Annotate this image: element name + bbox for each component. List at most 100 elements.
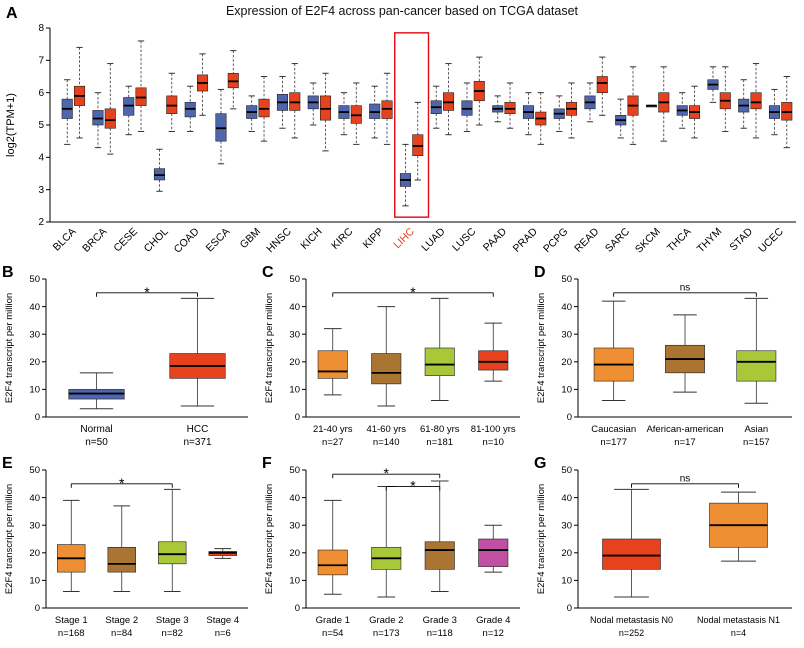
svg-text:81-100 yrs: 81-100 yrs (471, 424, 516, 435)
boxplot (184, 85, 196, 132)
svg-text:STAD: STAD (727, 225, 755, 253)
panel-E: E 0 10 20 30 40 50 E2F4 transcript per million… (0, 456, 260, 648)
boxplot (424, 297, 455, 401)
svg-text:Normal: Normal (80, 424, 112, 435)
panel-C: C 0 10 20 30 40 50 E2F4 transcript per million… (260, 265, 532, 457)
svg-text:30: 30 (29, 329, 40, 340)
svg-text:Stage 4: Stage 4 (206, 615, 239, 626)
boxplot (399, 143, 412, 207)
significance-bracket: * (385, 478, 441, 494)
panel-G-letter: G (534, 455, 547, 472)
svg-text:n=252: n=252 (619, 628, 644, 638)
boxplot (289, 63, 301, 139)
svg-text:n=118: n=118 (427, 628, 453, 639)
svg-text:n=10: n=10 (483, 437, 504, 448)
svg-text:n=17: n=17 (674, 437, 695, 448)
boxplot (371, 486, 402, 598)
boxplot (719, 66, 731, 132)
boxplot (478, 322, 509, 382)
svg-text:Stage 2: Stage 2 (105, 615, 138, 626)
svg-text:10: 10 (289, 385, 300, 396)
svg-text:n=82: n=82 (162, 628, 183, 639)
svg-text:LIHC: LIHC (391, 225, 417, 251)
svg-text:10: 10 (29, 385, 40, 396)
svg-text:50: 50 (29, 274, 40, 285)
svg-text:n=173: n=173 (373, 628, 400, 639)
panel-D: D 0 10 20 30 40 50 E2F4 transcript per million… (532, 265, 804, 457)
svg-text:40: 40 (561, 302, 572, 313)
boxplot (338, 92, 350, 136)
boxplot (215, 88, 227, 165)
svg-text:Grade 4: Grade 4 (476, 615, 510, 626)
significance-bracket: * (96, 284, 198, 300)
svg-text:4: 4 (38, 153, 44, 164)
svg-text:BLCA: BLCA (51, 226, 79, 254)
svg-text:40: 40 (289, 302, 300, 313)
svg-text:E2F4 transcript per million: E2F4 transcript per million (264, 484, 275, 594)
svg-text:ESCA: ESCA (204, 226, 233, 255)
svg-text:0: 0 (567, 412, 572, 423)
svg-text:KIPP: KIPP (361, 226, 386, 251)
boxplot (553, 95, 565, 132)
boxplot (381, 72, 393, 145)
svg-text:Asian: Asian (744, 424, 768, 435)
svg-text:E2F4 transcript per million: E2F4 transcript per million (536, 293, 547, 403)
boxplot (68, 372, 125, 410)
boxplot (492, 95, 504, 123)
svg-text:3: 3 (38, 185, 44, 196)
boxplot (768, 88, 781, 136)
svg-text:KIRC: KIRC (329, 225, 356, 252)
boxplot (227, 50, 239, 110)
boxplot (442, 63, 455, 136)
boxplot (602, 488, 661, 598)
panel-F: F 0 10 20 30 40 50 E2F4 transcript per million… (260, 456, 532, 648)
panel-C-letter: C (262, 264, 274, 281)
svg-text:5: 5 (38, 120, 44, 131)
svg-text:21-40 yrs: 21-40 yrs (313, 424, 353, 435)
boxplot (317, 328, 348, 396)
panel-B-boxplot-chart: 0 10 20 30 40 50 E2F4 transcript per million No… (4, 274, 248, 448)
svg-text:30: 30 (561, 329, 572, 340)
boxplot (57, 499, 86, 592)
boxplot (676, 92, 688, 129)
panel-E-letter: E (2, 455, 13, 472)
boxplot (123, 85, 135, 136)
svg-text:8: 8 (38, 23, 44, 34)
svg-text:BRCA: BRCA (80, 226, 109, 255)
boxplot (688, 85, 701, 139)
boxplot (350, 82, 362, 145)
svg-text:Grade 3: Grade 3 (423, 615, 457, 626)
svg-text:50: 50 (561, 465, 572, 476)
boxplot (615, 98, 627, 139)
svg-text:LUSC: LUSC (450, 225, 479, 254)
svg-text:HCC: HCC (187, 424, 209, 435)
svg-text:50: 50 (289, 274, 300, 285)
svg-text:50: 50 (289, 465, 300, 476)
svg-text:10: 10 (29, 576, 40, 587)
svg-text:PAAD: PAAD (481, 225, 509, 253)
panel-G: G 0 10 20 30 40 50 E2F4 transcript per million… (532, 456, 804, 648)
svg-text:SKCM: SKCM (633, 226, 663, 256)
boxplot (461, 82, 473, 132)
boxplot (478, 524, 509, 573)
svg-text:10: 10 (561, 576, 572, 587)
svg-text:10: 10 (289, 576, 300, 587)
svg-text:n=168: n=168 (58, 628, 85, 639)
svg-text:40: 40 (561, 493, 572, 504)
svg-text:n=140: n=140 (373, 437, 400, 448)
svg-text:COAD: COAD (172, 225, 202, 255)
boxplot (107, 505, 136, 592)
boxplot (473, 56, 485, 126)
svg-text:0: 0 (35, 603, 40, 614)
svg-text:61-80 yrs: 61-80 yrs (420, 424, 460, 435)
svg-text:41-60 yrs: 41-60 yrs (366, 424, 406, 435)
panel-F-boxplot-chart: 0 10 20 30 40 50 E2F4 transcript per million Gr… (264, 465, 520, 639)
svg-text:n=181: n=181 (426, 437, 453, 448)
svg-text:GBM: GBM (238, 226, 263, 251)
svg-text:*: * (384, 465, 390, 481)
boxplot (307, 82, 319, 126)
boxplot (196, 53, 209, 116)
boxplot (596, 56, 608, 116)
boxplot (565, 82, 578, 139)
svg-text:n=27: n=27 (322, 437, 343, 448)
